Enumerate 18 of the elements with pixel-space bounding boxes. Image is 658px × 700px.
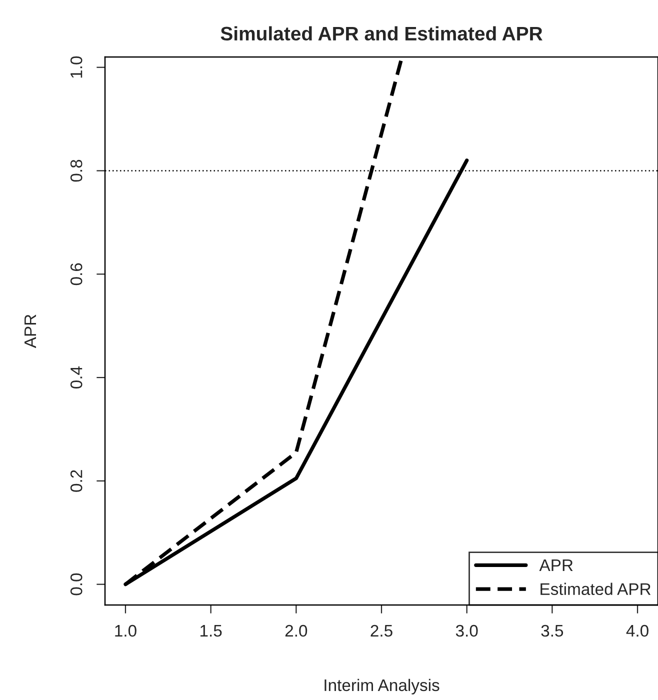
legend-label: APR (539, 560, 573, 572)
y-tick-label: 0.2 (70, 470, 82, 492)
x-tick-label: 2.5 (370, 624, 392, 637)
x-tick-label: 3.5 (541, 624, 564, 637)
x-tick-label: 2.0 (285, 624, 308, 637)
y-tick-label: 0.8 (70, 160, 82, 182)
y-tick-label: 0.4 (70, 366, 82, 388)
y-tick-label: 0.6 (70, 263, 82, 286)
y-axis-title: APR (24, 314, 36, 348)
legend-label: Estimated APR (540, 582, 651, 596)
x-tick-label: 3.0 (456, 624, 478, 637)
y-tick-label: 0.0 (70, 573, 82, 596)
x-tick-label: 4.0 (626, 624, 648, 637)
x-tick-label: 1.5 (200, 625, 222, 637)
y-tick-label: 1.0 (70, 56, 82, 78)
x-axis-title: Interim Analysis (324, 678, 440, 694)
chart-title: Simulated APR and Estimated APR (220, 26, 542, 41)
x-tick-label: 1.0 (115, 624, 136, 637)
